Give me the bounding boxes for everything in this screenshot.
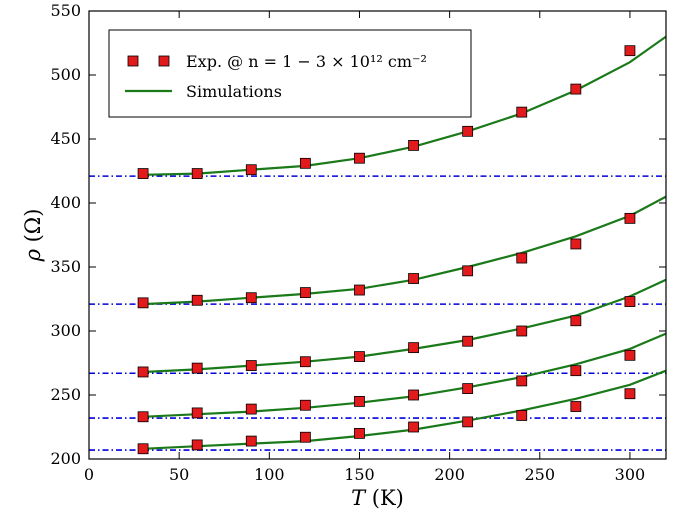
experiment-marker (516, 252, 528, 264)
experiment-marker (299, 287, 311, 299)
experiment-marker (570, 315, 582, 327)
experiment-marker (137, 297, 149, 309)
y-tick-label: 450 (50, 129, 81, 148)
experiment-marker (624, 212, 636, 224)
legend-marker (158, 55, 170, 67)
experiment-marker (191, 168, 203, 179)
x-tick-label: 0 (84, 465, 94, 484)
axis-labels: T (K) ρ (Ω) (21, 209, 404, 510)
experiment-marker (245, 403, 257, 415)
experiment-marker (245, 292, 257, 304)
y-tick-label: 250 (50, 385, 81, 404)
experiment-marker (624, 388, 636, 400)
experiment-marker (299, 431, 311, 443)
experiment-marker (245, 164, 257, 176)
simulation-line (143, 369, 667, 450)
experiment-marker (299, 356, 311, 368)
experiment-marker (354, 152, 365, 164)
experiment-marker (624, 349, 636, 361)
legend-box (108, 29, 472, 118)
experiment-marker (354, 427, 365, 439)
legend-marker (127, 55, 139, 67)
experiment-marker (570, 365, 582, 377)
experiment-marker (354, 395, 365, 407)
experiment-marker (462, 383, 474, 395)
experiment-marker (245, 435, 257, 447)
experiment-marker (354, 284, 365, 296)
experiment-marker (137, 411, 149, 423)
experiment-marker (137, 168, 149, 179)
experiment-marker (191, 439, 203, 451)
x-axis: 0 50 100 150 200 250 300 (84, 11, 645, 484)
experiment-marker (516, 375, 528, 387)
baselines (89, 175, 666, 451)
experiment-marker (570, 401, 582, 412)
y-axis-label: ρ (Ω) (21, 209, 45, 263)
experiment-marker (245, 360, 257, 371)
experiment-marker (408, 139, 419, 151)
legend-label-simulation: Simulations (186, 82, 282, 101)
y-tick-label: 500 (50, 65, 81, 84)
experiment-marker (408, 273, 419, 284)
x-axis-label: T (K) (351, 486, 404, 510)
simulation-line (143, 278, 667, 374)
x-tick-label: 100 (254, 465, 285, 484)
x-tick-label: 150 (344, 465, 375, 484)
legend-label-experiment: Exp. @ n = 1 − 3 × 10¹² cm⁻² (186, 52, 427, 71)
experiment-marker (137, 443, 149, 455)
experiment-marker (624, 45, 636, 57)
x-tick-label: 200 (434, 465, 465, 484)
experiment-marker (299, 399, 311, 411)
experiment-marker (191, 294, 203, 306)
simulation-line (143, 332, 667, 418)
experiment-marker (462, 125, 474, 137)
simulation-line (143, 195, 667, 306)
x-tick-label: 50 (169, 465, 189, 484)
experiment-marker (462, 416, 474, 428)
experiment-marker (191, 407, 203, 419)
y-tick-label: 200 (50, 449, 81, 468)
experiment-marker (516, 106, 528, 118)
experiment-marker (191, 362, 203, 374)
y-tick-label: 400 (50, 193, 81, 212)
x-tick-label: 250 (525, 465, 556, 484)
experiment-marker (299, 157, 311, 169)
experiment-marker (408, 389, 419, 401)
x-tick-label: 300 (615, 465, 646, 484)
experiment-marker (408, 342, 419, 354)
plot-frame (88, 10, 667, 460)
y-tick-label: 300 (50, 321, 81, 340)
experiment-marker (137, 366, 149, 378)
y-tick-label: 550 (50, 1, 81, 20)
experiment-marker (408, 421, 419, 433)
experiment-marker (354, 351, 365, 363)
experiment-marker (570, 83, 582, 95)
experiment-marker (462, 335, 474, 347)
experiment-marker (516, 410, 528, 421)
experiment-points (137, 45, 636, 455)
experiment-marker (462, 265, 474, 277)
experiment-marker (516, 325, 528, 337)
experiment-marker (570, 238, 582, 250)
y-axis: 200 250 300 350 400 450 500 550 (50, 1, 666, 468)
experiment-marker (624, 296, 636, 307)
legend: Exp. @ n = 1 − 3 × 10¹² cm⁻² Simulations (108, 29, 472, 118)
y-tick-label: 350 (50, 257, 81, 276)
